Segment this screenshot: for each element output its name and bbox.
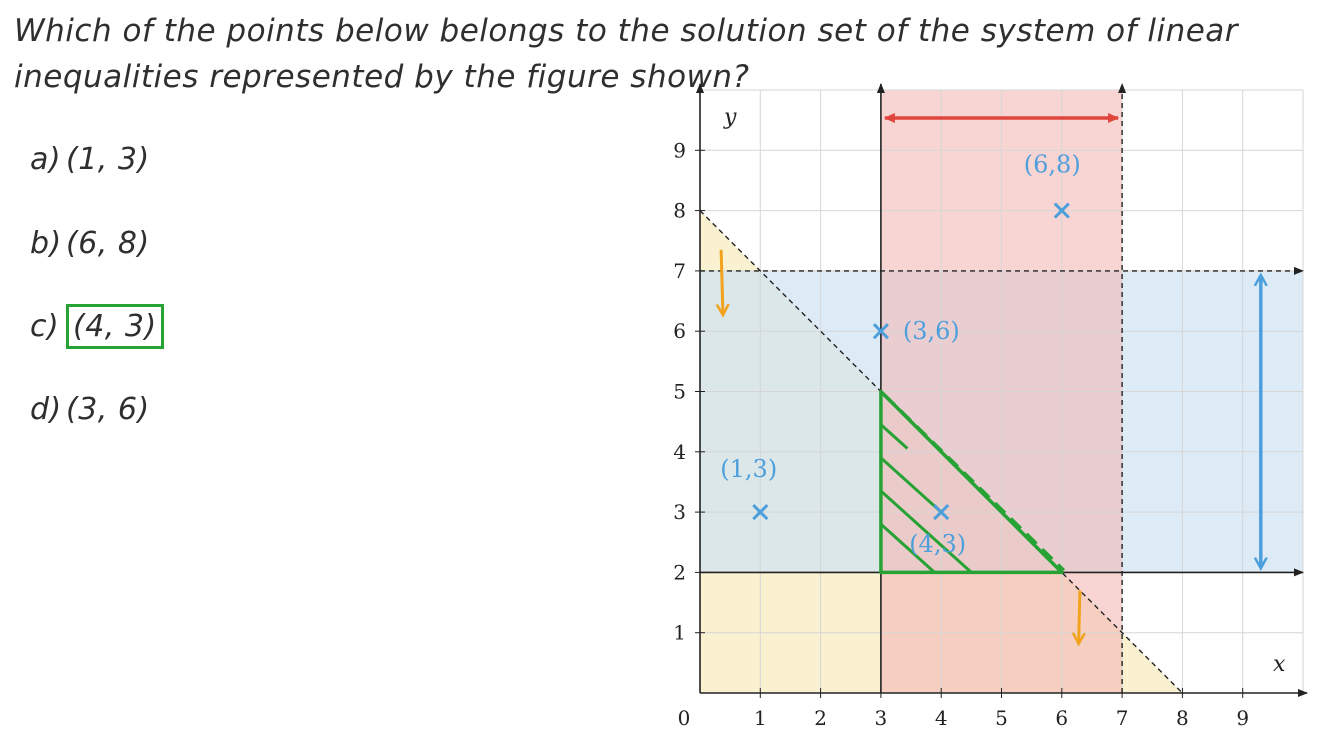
x-tick-label: 1	[754, 706, 767, 730]
boundary-diagonal	[699, 210, 1183, 694]
option-c[interactable]: c) (4, 3)	[30, 304, 164, 349]
x-axis-label: x	[1273, 652, 1286, 677]
x-tick-label: 6	[1055, 706, 1068, 730]
point-cross-marker	[872, 323, 889, 340]
option-b[interactable]: b) (6, 8)	[30, 226, 150, 261]
x-tick-label: 7	[1116, 706, 1129, 730]
x-tick-label: 2	[814, 706, 827, 730]
option-d-value: (3, 6)	[66, 392, 150, 427]
point-label: (1,3)	[720, 455, 777, 483]
orange-arrow-right	[1079, 590, 1080, 641]
question-text: Which of the points below belongs to the…	[14, 13, 1239, 95]
option-d-letter: d)	[30, 392, 62, 427]
y-tick-label: 6	[673, 319, 686, 343]
x-tick-label: 3	[875, 706, 888, 730]
point-label: (4,3)	[909, 530, 966, 558]
point-label: (6,8)	[1024, 151, 1081, 179]
x-tick-label: 9	[1236, 706, 1249, 730]
point-label: (3,6)	[903, 317, 960, 345]
y-tick-label: 3	[673, 500, 686, 524]
x-tick-label: 8	[1176, 706, 1189, 730]
point-cross-marker	[933, 504, 950, 521]
option-a-letter: a)	[30, 142, 62, 177]
solution-hatch-line	[879, 456, 942, 513]
y-tick-label: 2	[673, 560, 686, 584]
y-tick-label: 7	[673, 259, 686, 283]
solution-hatch-line	[879, 423, 909, 450]
x-tick-label: 5	[995, 706, 1008, 730]
y-tick-label: 1	[673, 621, 686, 645]
option-c-value-answer-box: (4, 3)	[66, 304, 164, 349]
option-a-value: (1, 3)	[66, 142, 150, 177]
x-tick-label: 4	[935, 706, 948, 730]
point-cross-marker	[752, 504, 769, 521]
option-c-letter: c)	[30, 309, 60, 344]
option-b-value: (6, 8)	[66, 226, 150, 261]
y-tick-label: 5	[673, 380, 686, 404]
y-tick-label: 4	[673, 440, 686, 464]
point-cross-marker	[1053, 202, 1070, 219]
y-tick-label: 8	[673, 199, 686, 223]
orange-arrow-left	[721, 249, 723, 313]
solution-region-dashed-edge	[883, 394, 1066, 572]
y-axis-label: y	[723, 105, 737, 130]
solution-hatch-line	[879, 523, 936, 574]
option-b-letter: b)	[30, 226, 62, 261]
option-a[interactable]: a) (1, 3)	[30, 142, 150, 177]
y-tick-label: 9	[673, 138, 686, 162]
option-d[interactable]: d) (3, 6)	[30, 392, 150, 427]
solution-hatch-line	[879, 489, 973, 574]
origin-label: 0	[678, 706, 691, 730]
